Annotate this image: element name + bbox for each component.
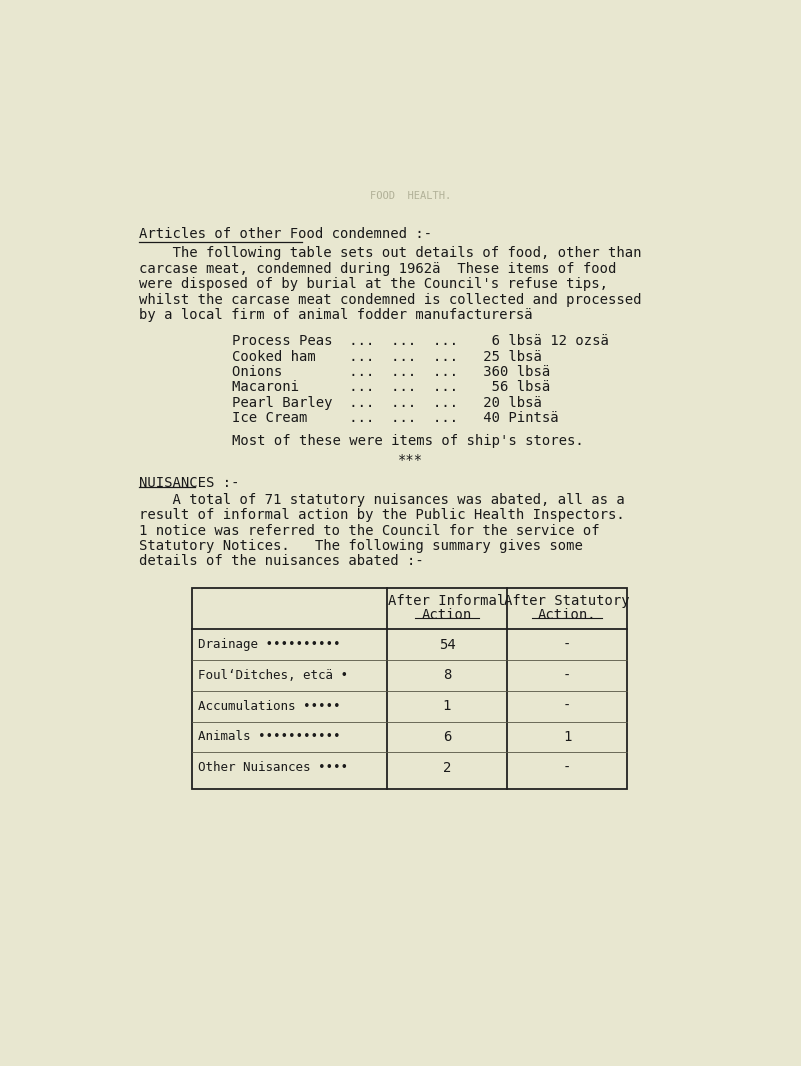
Text: 8: 8 bbox=[443, 668, 451, 682]
Text: by a local firm of animal fodder manufacturersä: by a local firm of animal fodder manufac… bbox=[139, 308, 533, 322]
Text: Articles of other Food condemned :-: Articles of other Food condemned :- bbox=[139, 227, 432, 241]
Text: Accumulations •••••: Accumulations ••••• bbox=[198, 699, 340, 713]
Text: After Statutory: After Statutory bbox=[505, 595, 630, 609]
Text: NUISANCES :-: NUISANCES :- bbox=[139, 475, 239, 490]
Text: -: - bbox=[563, 761, 571, 775]
Text: 6: 6 bbox=[443, 730, 451, 744]
Text: 2: 2 bbox=[443, 761, 451, 775]
Text: Foul‘Ditches, etcä •: Foul‘Ditches, etcä • bbox=[198, 668, 348, 682]
Text: Animals •••••••••••: Animals ••••••••••• bbox=[198, 730, 340, 743]
Text: details of the nuisances abated :-: details of the nuisances abated :- bbox=[139, 554, 424, 568]
Text: The following table sets out details of food, other than: The following table sets out details of … bbox=[139, 246, 642, 260]
Text: ***: *** bbox=[397, 453, 423, 467]
Text: -: - bbox=[563, 637, 571, 651]
Text: 1 notice was referred to the Council for the service of: 1 notice was referred to the Council for… bbox=[139, 523, 599, 537]
Text: Onions        ...  ...  ...   360 lbsä: Onions ... ... ... 360 lbsä bbox=[231, 365, 550, 379]
Text: result of informal action by the Public Health Inspectors.: result of informal action by the Public … bbox=[139, 508, 625, 522]
Text: Cooked ham    ...  ...  ...   25 lbsä: Cooked ham ... ... ... 25 lbsä bbox=[231, 350, 541, 364]
Text: Ice Cream     ...  ...  ...   40 Pintsä: Ice Cream ... ... ... 40 Pintsä bbox=[231, 411, 558, 425]
Text: FOOD  HEALTH.: FOOD HEALTH. bbox=[369, 191, 451, 200]
Text: 54: 54 bbox=[439, 637, 455, 651]
Text: A total of 71 statutory nuisances was abated, all as a: A total of 71 statutory nuisances was ab… bbox=[139, 492, 625, 506]
Text: carcase meat, condemned during 1962ä  These items of food: carcase meat, condemned during 1962ä The… bbox=[139, 262, 616, 276]
Text: After Informal: After Informal bbox=[388, 595, 505, 609]
Text: Most of these were items of ship's stores.: Most of these were items of ship's store… bbox=[231, 434, 584, 449]
Text: Action: Action bbox=[422, 609, 472, 623]
Text: Other Nuisances ••••: Other Nuisances •••• bbox=[198, 761, 348, 774]
Text: Process Peas  ...  ...  ...    6 lbsä 12 ozsä: Process Peas ... ... ... 6 lbsä 12 ozsä bbox=[231, 335, 609, 349]
Text: -: - bbox=[563, 699, 571, 713]
Text: Macaroni      ...  ...  ...    56 lbsä: Macaroni ... ... ... 56 lbsä bbox=[231, 381, 550, 394]
Bar bbox=[191, 587, 627, 789]
Text: Drainage ••••••••••: Drainage •••••••••• bbox=[198, 639, 340, 651]
Text: were disposed of by burial at the Council's refuse tips,: were disposed of by burial at the Counci… bbox=[139, 277, 608, 291]
Text: Pearl Barley  ...  ...  ...   20 lbsä: Pearl Barley ... ... ... 20 lbsä bbox=[231, 395, 541, 409]
Text: 1: 1 bbox=[443, 699, 451, 713]
Text: Statutory Notices.   The following summary gives some: Statutory Notices. The following summary… bbox=[139, 539, 583, 553]
Text: whilst the carcase meat condemned is collected and processed: whilst the carcase meat condemned is col… bbox=[139, 293, 642, 307]
Text: -: - bbox=[563, 668, 571, 682]
Text: Action.: Action. bbox=[537, 609, 597, 623]
Text: 1: 1 bbox=[563, 730, 571, 744]
